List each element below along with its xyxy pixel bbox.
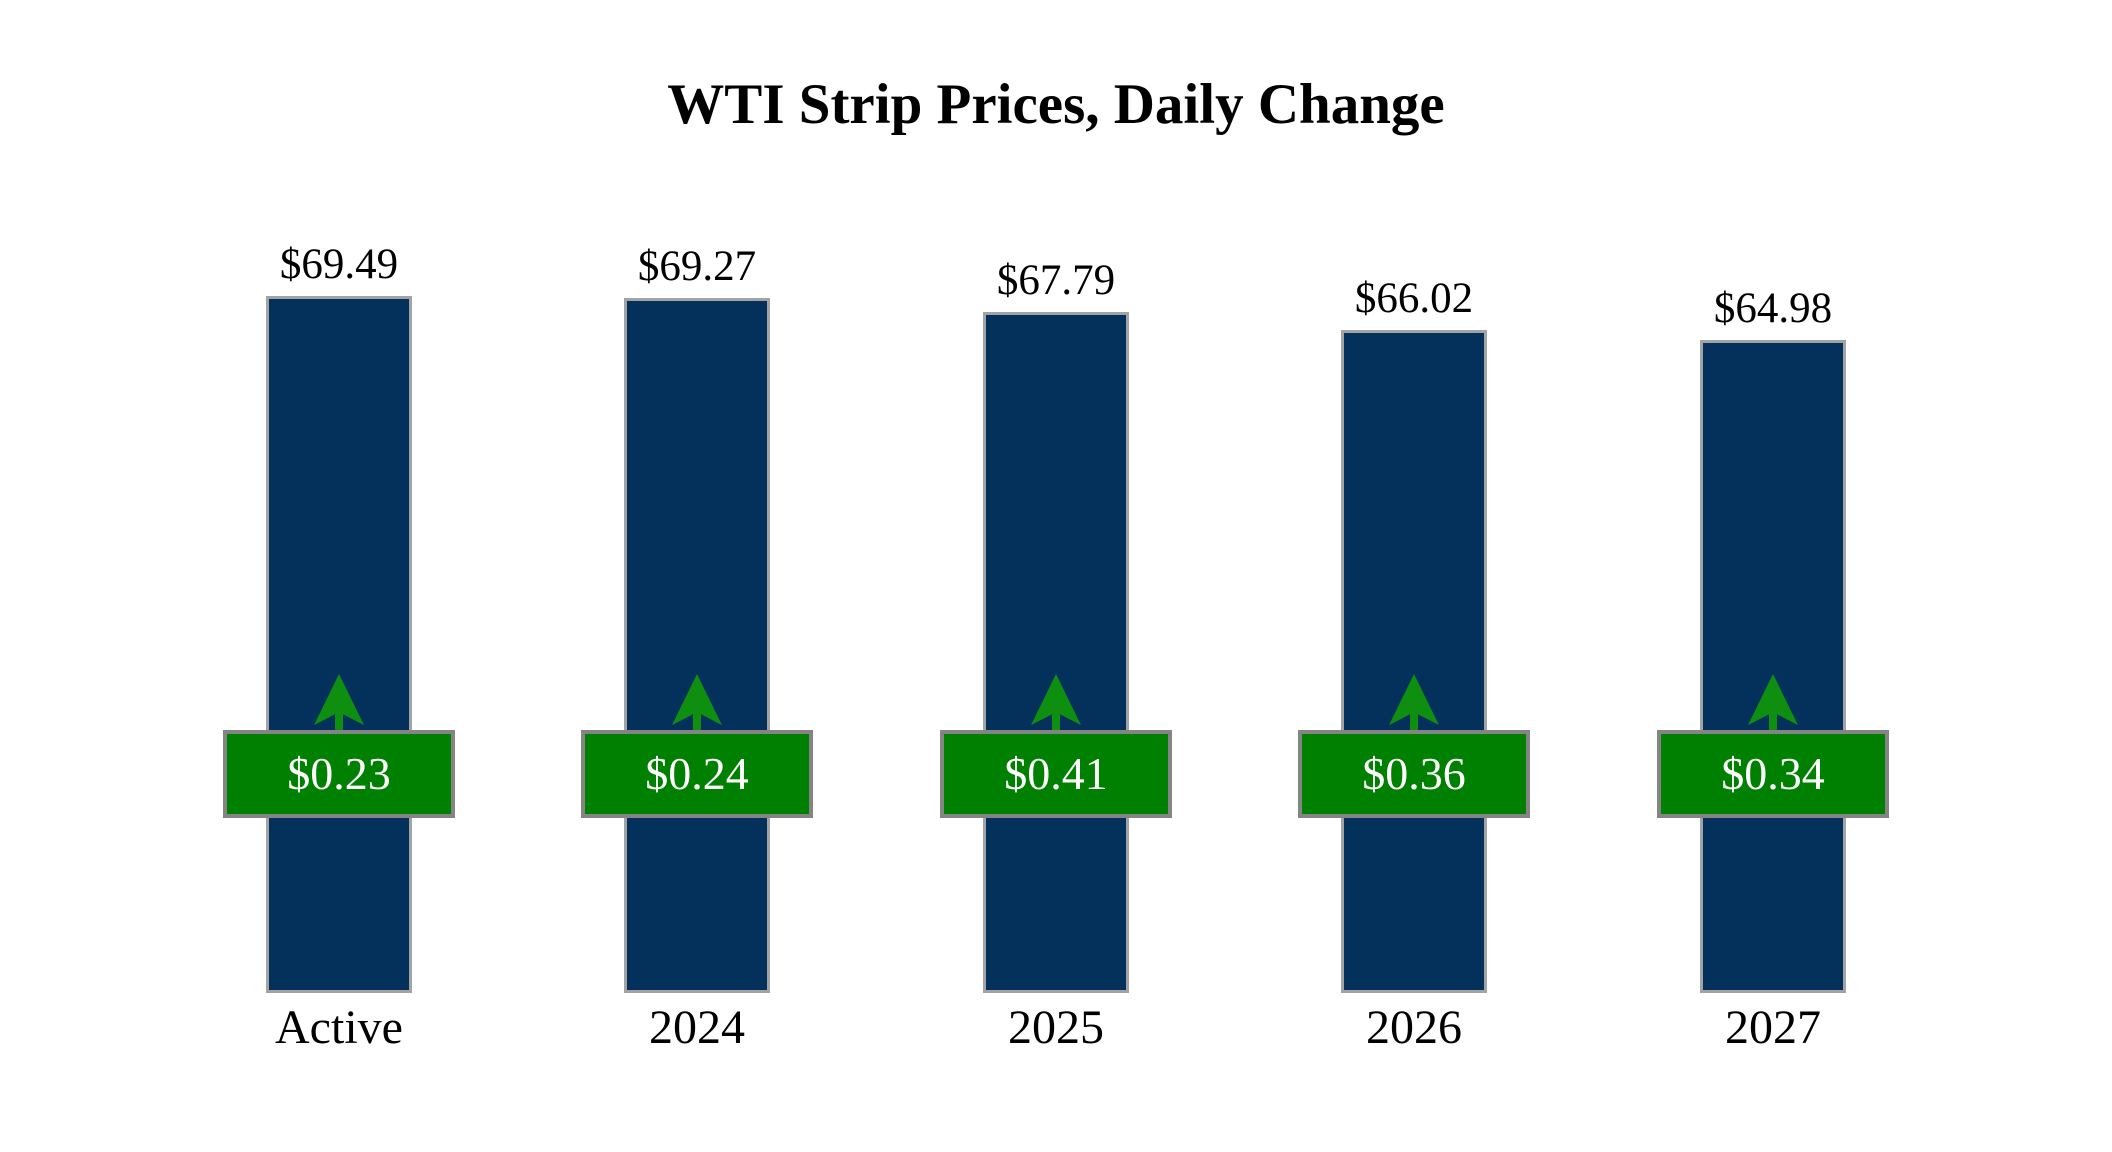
- category-label: 2024: [649, 1001, 745, 1054]
- up-arrow-icon: [314, 674, 364, 731]
- up-arrow-icon: [1748, 674, 1798, 731]
- category-label: 2026: [1366, 1001, 1462, 1054]
- category-label: Active: [275, 1001, 403, 1054]
- price-label: $64.98: [1713, 285, 1833, 332]
- bar-group-2026: $66.02 $0.36 2026: [1298, 0, 1530, 1152]
- up-arrow-icon: [1389, 674, 1439, 731]
- price-bar: [1341, 330, 1487, 993]
- price-label: $69.49: [279, 241, 399, 288]
- price-bar: [983, 312, 1129, 993]
- bar-group-2024: $69.27 $0.24 2024: [581, 0, 813, 1152]
- bar-group-2025: $67.79 $0.41 2025: [940, 0, 1172, 1152]
- price-bar: [266, 296, 412, 993]
- up-arrow-icon: [1031, 674, 1081, 731]
- category-label: 2027: [1725, 1001, 1821, 1054]
- price-label: $67.79: [996, 257, 1116, 304]
- price-bar: [624, 298, 770, 993]
- change-badge: $0.34: [1657, 730, 1889, 818]
- up-arrow-icon: [672, 674, 722, 731]
- change-badge: $0.41: [940, 730, 1172, 818]
- chart-title: WTI Strip Prices, Daily Change: [667, 73, 1445, 136]
- change-badge: $0.23: [223, 730, 455, 818]
- bar-group-2027: $64.98 $0.34 2027: [1657, 0, 1889, 1152]
- change-badge: $0.36: [1298, 730, 1530, 818]
- change-badge: $0.24: [581, 730, 813, 818]
- price-bar: [1700, 340, 1846, 993]
- price-label: $66.02: [1354, 275, 1474, 322]
- bar-group-active: $69.49 $0.23 Active: [223, 0, 455, 1152]
- category-label: 2025: [1008, 1001, 1104, 1054]
- price-label: $69.27: [637, 243, 757, 290]
